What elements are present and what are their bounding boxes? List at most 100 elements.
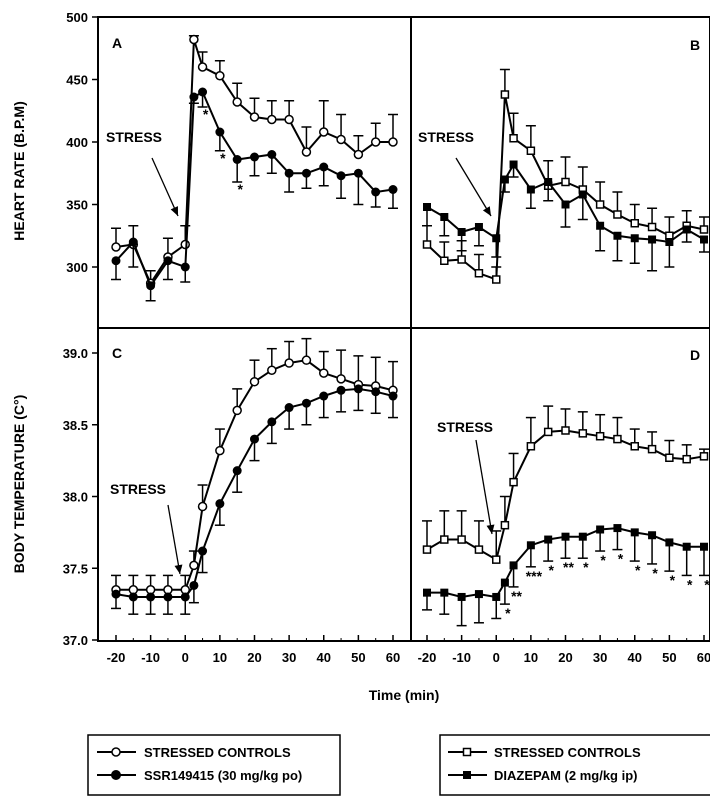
panel-d-significance-star: * [704, 576, 710, 592]
panel-c-treatment-point [232, 466, 242, 476]
panel-c-stress-arrowhead [174, 564, 183, 574]
panel-d-significance-star: *** [526, 568, 543, 584]
panel-a-controls-point [319, 127, 329, 137]
panel-d-treatment-point [500, 578, 509, 587]
legend-right: STRESSED CONTROLS DIAZEPAM (2 mg/kg ip) [439, 734, 710, 796]
panel-a-treatment-point [232, 155, 242, 164]
panel-b-controls-point [561, 177, 570, 187]
y-axis-title-heart-rate: HEART RATE (B.P.M) [11, 101, 27, 240]
panel-d-controls-point [613, 434, 622, 444]
panel-b-treatment-point [474, 223, 483, 231]
panel-b-treatment-point [423, 203, 431, 211]
panel-c-controls-point [215, 445, 225, 456]
panel-c-treatment-point [198, 546, 208, 556]
panel-d-significance-star: ** [511, 588, 522, 604]
panel-d-significance-star: * [505, 605, 511, 621]
panel-c-controls-point [319, 368, 329, 378]
panel-c-stress-arrow [167, 504, 181, 575]
panel-d-treatment-point [561, 532, 570, 541]
legend-right-marker-filled-square [448, 771, 487, 779]
panel-b-controls-point [630, 219, 639, 228]
panel-b-treatment-point [700, 235, 708, 244]
panel-a-y-tick-label: 400 [66, 135, 88, 150]
panel-d-x-tick-label: -20 [418, 650, 437, 665]
panel-b-controls-point [509, 134, 518, 143]
panel-a-treatment-point [267, 150, 277, 159]
panel-a-treatment-point [111, 256, 121, 266]
panel-c-treatment-point [336, 385, 346, 395]
panel-d-controls-point [543, 427, 553, 437]
panel-c-controls-point [197, 501, 208, 512]
panel-b-treatment-point [613, 231, 622, 240]
panel-d-treatment-point [682, 542, 691, 551]
panel-b-treatment-point [544, 178, 553, 186]
panel-d-treatment-point [440, 588, 449, 597]
panel-c-treatment-point [163, 592, 173, 602]
panel-d-controls-point [647, 444, 657, 454]
panel-b-controls-point [474, 269, 484, 278]
panel-a-treatment-point [301, 168, 311, 178]
panel-c-x-tick-label: 10 [213, 650, 227, 665]
panel-a-controls-point [232, 97, 242, 107]
panel-b-controls-point [595, 200, 605, 209]
panel-a-controls-point [353, 149, 364, 160]
panel-a-treatment-point [198, 87, 208, 97]
legend-left-marker-filled-circle [97, 770, 136, 780]
legend-right-label-2: DIAZEPAM (2 mg/kg ip) [494, 768, 637, 783]
panel-d-treatment-point [630, 528, 639, 537]
panel-b-treatment-point [457, 228, 466, 236]
panel-b-treatment-point [665, 238, 674, 246]
panel-a-treatment-point [371, 187, 381, 197]
panel-a-treatment-point [388, 185, 398, 194]
panel-c-y-tick-label: 38.5 [63, 418, 88, 433]
panel-a-controls-point [388, 137, 398, 147]
panel-b-controls-point [492, 275, 501, 284]
y-axis-title-body-temperature: BODY TEMPERATURE (C°) [11, 395, 27, 574]
legend-left: STRESSED CONTROLS SSR149415 (30 mg/kg po… [87, 734, 341, 796]
legend-left-label-1: STRESSED CONTROLS [144, 745, 291, 760]
panel-a-treatment-point [128, 237, 138, 247]
panel-d-controls-point [474, 545, 484, 554]
panel-d-controls-point [422, 545, 432, 554]
panel-label-b: B [690, 37, 700, 53]
panel-d-treatment-point [700, 542, 708, 551]
panel-d-controls-point [509, 477, 518, 487]
panel-b-treatment-point [561, 200, 570, 209]
panel-d-treatment-point [648, 531, 657, 540]
panel-b-treatment-point [526, 185, 535, 194]
panel-a-significance-star: * [220, 150, 226, 166]
panel-d-treatment-point [492, 592, 501, 601]
panel-a-stress-label: STRESS [106, 129, 162, 145]
legend-right-label-1: STRESSED CONTROLS [494, 745, 641, 760]
panel-a-controls-point [215, 71, 225, 81]
panel-d-treatment-point [474, 590, 483, 599]
panel-b-treatment-point [492, 234, 501, 243]
panel-b-treatment-point [509, 160, 518, 169]
panel-d-significance-star: * [670, 572, 676, 588]
panel-c-x-tick-label: 30 [282, 650, 296, 665]
panel-label-c: C [112, 345, 122, 361]
panel-c-treatment-point [267, 417, 277, 427]
panel-d-x-tick-label: 40 [628, 650, 642, 665]
panel-c-treatment-point [301, 398, 311, 408]
legend-left-marker-open-circle [97, 747, 136, 757]
panel-d-controls-point [526, 442, 536, 451]
panel-d-significance-star: * [548, 562, 554, 578]
panel-c-treatment-point [319, 391, 329, 401]
panel-c-x-tick-label: 60 [386, 650, 400, 665]
panel-d-treatment-point [423, 588, 431, 597]
panel-a-controls-point [370, 137, 381, 147]
plot-frame [97, 16, 710, 642]
panel-a-y-tick-label: 500 [66, 10, 88, 25]
panel-a-significance-star: * [237, 181, 243, 197]
panel-c-controls-point [301, 355, 312, 365]
panel-b-controls-point [500, 90, 510, 99]
panel-d-controls-point [500, 520, 510, 530]
panel-b-controls-line [426, 94, 705, 281]
panel-a-treatment-point [353, 168, 363, 178]
panel-d-x-tick-label: -10 [452, 650, 471, 665]
panel-b-treatment-point [596, 221, 605, 230]
panel-d-treatment-point [526, 541, 535, 550]
panel-a-y-tick-label: 300 [66, 260, 88, 275]
